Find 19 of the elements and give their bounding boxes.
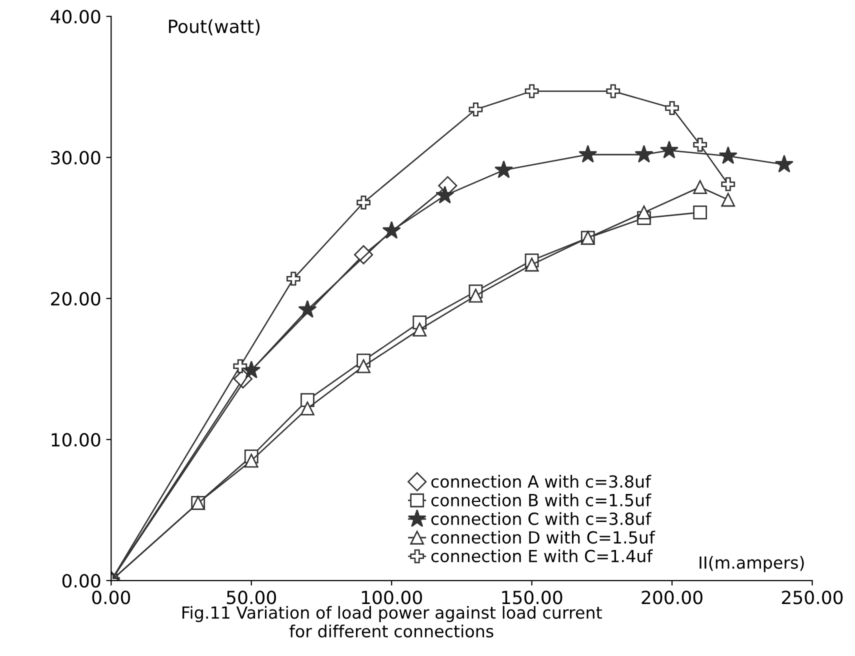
legend-label: connection E with C=1.4uf: [431, 549, 653, 562]
x-tick-label: 50.00: [226, 590, 276, 604]
y-tick-label: 30.00: [51, 150, 100, 165]
y-tick-label: 10.00: [52, 432, 100, 447]
legend-label: connection A with c=3.8uf: [431, 474, 652, 488]
x-tick-label: 100.00: [362, 590, 422, 604]
legend-label: connection B with c=1.5uf: [431, 494, 652, 506]
y-axis-title: Pout(watt): [169, 19, 260, 36]
y-tick-label: 40.00: [50, 10, 100, 24]
x-tick-label: 0.00: [92, 590, 130, 604]
x-tick-label: 250.00: [782, 590, 843, 604]
x-tick-label: 200.00: [642, 590, 702, 604]
x-tick-label: 150.00: [502, 590, 562, 604]
y-tick-label: 0.00: [62, 574, 100, 588]
y-tick-label: 20.00: [51, 292, 100, 306]
x-axis-title: II(m.ampers): [700, 556, 804, 572]
legend-label: connection C with c=3.8uf: [431, 512, 652, 526]
caption: Fig.11 Variation of load power against load current for different connections: [182, 606, 602, 638]
legend-label: connection D with C=1.5uf: [431, 530, 656, 544]
